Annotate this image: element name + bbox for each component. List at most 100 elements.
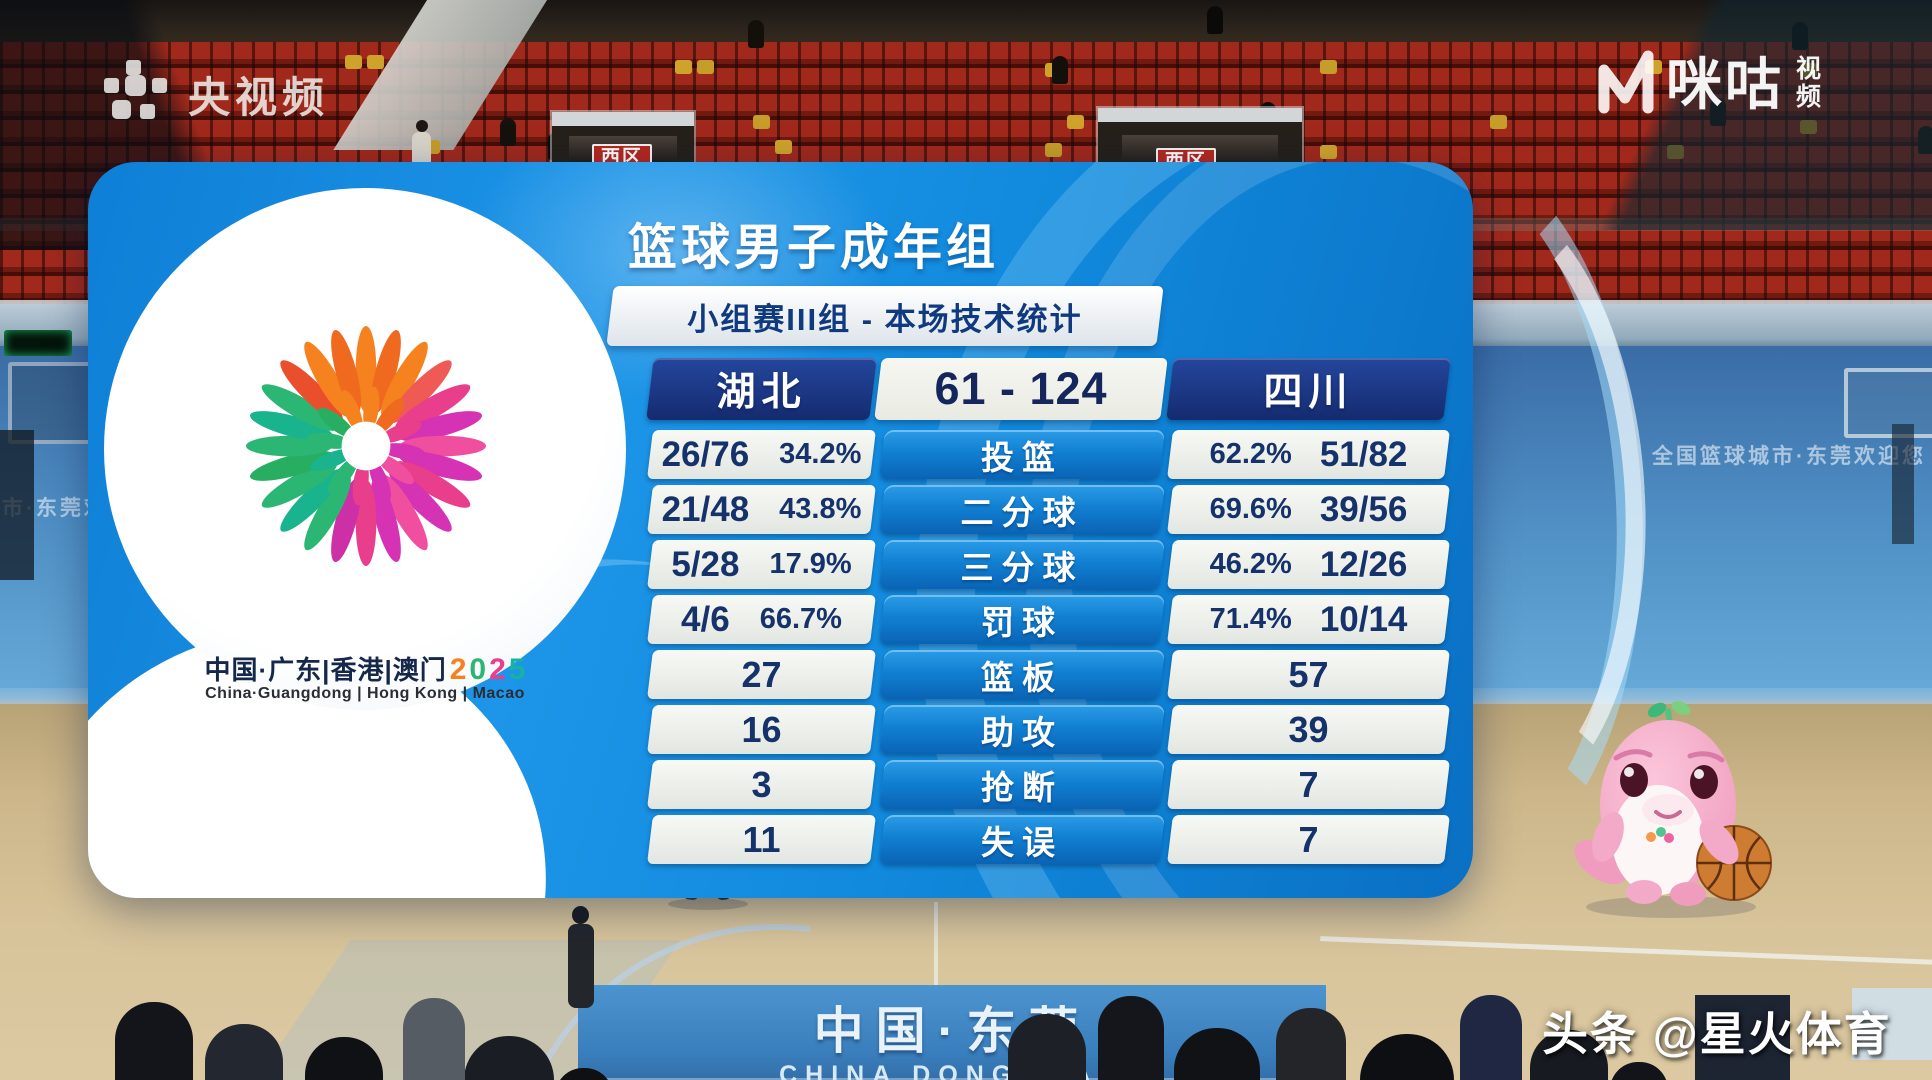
- migu-video-logo: 咪咕 视 频: [1598, 40, 1821, 121]
- walker-shadow: [668, 898, 748, 910]
- stat-row-steals: 3 抢断 7: [88, 760, 1473, 809]
- away-made-attempted: 39/56: [1319, 489, 1408, 529]
- event-year-digit: 0: [469, 653, 487, 686]
- wall-banner-right: 全国篮球城市·东莞欢迎您: [1652, 445, 1926, 468]
- home-made-attempted: 26/76: [661, 434, 750, 474]
- away-percentage: 69.6%: [1209, 493, 1292, 525]
- event-year-digit: 5: [508, 653, 526, 686]
- cctv-video-logo: 央视频: [96, 56, 329, 132]
- courtside-crowd-block: [1695, 995, 1790, 1080]
- panel-subtitle: 小组赛III组 - 本场技术统计: [687, 301, 1083, 337]
- floor-banner-dongguan: 中国·东莞 CHINA DONGGUAN: [578, 985, 1326, 1080]
- stat-row-field-goals: 26/76 34.2% 投篮 62.2% 51/82: [88, 430, 1473, 479]
- home-stat-value: 11: [742, 818, 781, 860]
- home-team-name: 湖北: [716, 371, 807, 414]
- home-made-attempted: 4/6: [681, 599, 730, 639]
- away-percentage: 62.2%: [1209, 438, 1292, 470]
- stat-label: 罚球: [981, 603, 1063, 641]
- away-stat-cell: 57: [1170, 650, 1447, 699]
- away-percentage: 71.4%: [1209, 603, 1292, 635]
- stat-label-cell: 失误: [882, 815, 1162, 864]
- away-stat-cell: 7: [1170, 760, 1447, 809]
- floor-banner-english: CHINA DONGGUAN: [779, 1061, 1125, 1080]
- stat-row-three-pointers: 5/28 17.9% 三分球 46.2% 12/26: [88, 540, 1473, 589]
- event-logo-regions: 中国·广东|香港|澳门: [204, 655, 447, 685]
- spectator-head: [416, 120, 428, 132]
- home-stat-cell: 5/28 17.9%: [650, 540, 873, 589]
- stat-row-free-throws: 4/6 66.7% 罚球 71.4% 10/14: [88, 595, 1473, 644]
- score-box: 61 - 124: [878, 358, 1164, 420]
- away-team-name: 四川: [1263, 371, 1354, 414]
- stat-row-turnovers: 11 失误 7: [88, 815, 1473, 864]
- migu-suffix-char: 频: [1796, 82, 1822, 111]
- home-percentage: 17.9%: [769, 548, 852, 580]
- stat-label: 篮板: [981, 658, 1063, 696]
- yellow-seats: [345, 55, 362, 69]
- home-percentage: 66.7%: [759, 603, 842, 635]
- stat-label: 二分球: [960, 493, 1084, 531]
- home-made-attempted: 5/28: [671, 544, 740, 584]
- cctv-pixel-icon: [96, 56, 172, 132]
- standing-person-head: [572, 906, 589, 924]
- away-percentage: 46.2%: [1209, 548, 1292, 580]
- away-stat-cell: 62.2% 51/82: [1170, 430, 1447, 479]
- event-logo-subtitle: China·Guangdong | Hong Kong | Macao: [205, 685, 525, 702]
- away-team-box: 四川: [1170, 358, 1447, 420]
- courtside-crowd-block: [1852, 988, 1932, 1060]
- panel-title: 篮球男子成年组: [628, 221, 1000, 275]
- stat-label: 三分球: [960, 548, 1084, 586]
- home-stat-cell: 27: [650, 650, 873, 699]
- migu-logo-text: 咪咕: [1666, 53, 1784, 116]
- stat-row-assists: 16 助攻 39: [88, 705, 1473, 754]
- away-stat-cell: 69.6% 39/56: [1170, 485, 1447, 534]
- panel-subtitle-bar: 小组赛III组 - 本场技术统计: [610, 286, 1160, 346]
- home-team-box: 湖北: [650, 358, 873, 420]
- stat-label-cell: 投篮: [882, 430, 1162, 479]
- home-percentage: 34.2%: [779, 438, 862, 470]
- stat-row-rebounds: 27 篮板 57: [88, 650, 1473, 699]
- stats-table: 26/76 34.2% 投篮 62.2% 51/82 21/48 43.8% 二…: [88, 430, 1473, 870]
- home-percentage: 43.8%: [779, 493, 862, 525]
- stat-label: 失误: [981, 823, 1063, 861]
- home-stat-value: 3: [751, 763, 772, 805]
- home-stat-cell: 16: [650, 705, 873, 754]
- foreground-crowd-silhouettes: [115, 1002, 193, 1080]
- migu-m-icon: [1598, 50, 1654, 113]
- away-stat-cell: 39: [1170, 705, 1447, 754]
- stat-label-cell: 助攻: [882, 705, 1162, 754]
- away-stat-value: 57: [1288, 653, 1329, 695]
- stat-label: 助攻: [981, 713, 1063, 751]
- fireworks-logo-icon: [246, 326, 486, 566]
- spectator-silhouettes: [500, 118, 516, 146]
- home-stat-value: 27: [741, 653, 782, 695]
- home-stat-cell: 4/6 66.7%: [650, 595, 873, 644]
- court-arc-line: [540, 918, 810, 1080]
- away-stat-value: 7: [1298, 818, 1319, 860]
- spectator-white-shirt: [412, 132, 431, 164]
- event-logo-circle: 中国·广东|香港|澳门 2 0 2 5 China·Guangdong | Ho…: [104, 188, 626, 710]
- stat-label: 抢断: [981, 768, 1063, 806]
- stat-label-cell: 抢断: [882, 760, 1162, 809]
- basketball-backboard-right: [1844, 368, 1932, 438]
- match-score: 61 - 124: [934, 363, 1108, 414]
- home-stat-cell: 3: [650, 760, 873, 809]
- home-stat-cell: 26/76 34.2%: [650, 430, 873, 479]
- away-stat-value: 39: [1288, 708, 1329, 750]
- cctv-logo-text: 央视频: [188, 73, 330, 121]
- away-stat-cell: 46.2% 12/26: [1170, 540, 1447, 589]
- stat-label: 投篮: [981, 438, 1063, 476]
- floor-banner-chinese: 中国·东莞: [813, 1003, 1091, 1059]
- away-made-attempted: 10/14: [1319, 599, 1408, 639]
- score-header-row: 湖北 61 - 124 四川: [88, 358, 1473, 420]
- stat-label-cell: 三分球: [882, 540, 1162, 589]
- away-stat-cell: 71.4% 10/14: [1170, 595, 1447, 644]
- stat-label-cell: 罚球: [882, 595, 1162, 644]
- stat-label-cell: 二分球: [882, 485, 1162, 534]
- court-line: [934, 902, 938, 986]
- migu-logo-suffix: 视 频: [1796, 55, 1822, 111]
- hoop-stand-right: [1892, 424, 1914, 544]
- away-made-attempted: 12/26: [1319, 544, 1408, 584]
- stat-row-two-pointers: 21/48 43.8% 二分球 69.6% 39/56: [88, 485, 1473, 534]
- standing-person: [568, 924, 594, 1008]
